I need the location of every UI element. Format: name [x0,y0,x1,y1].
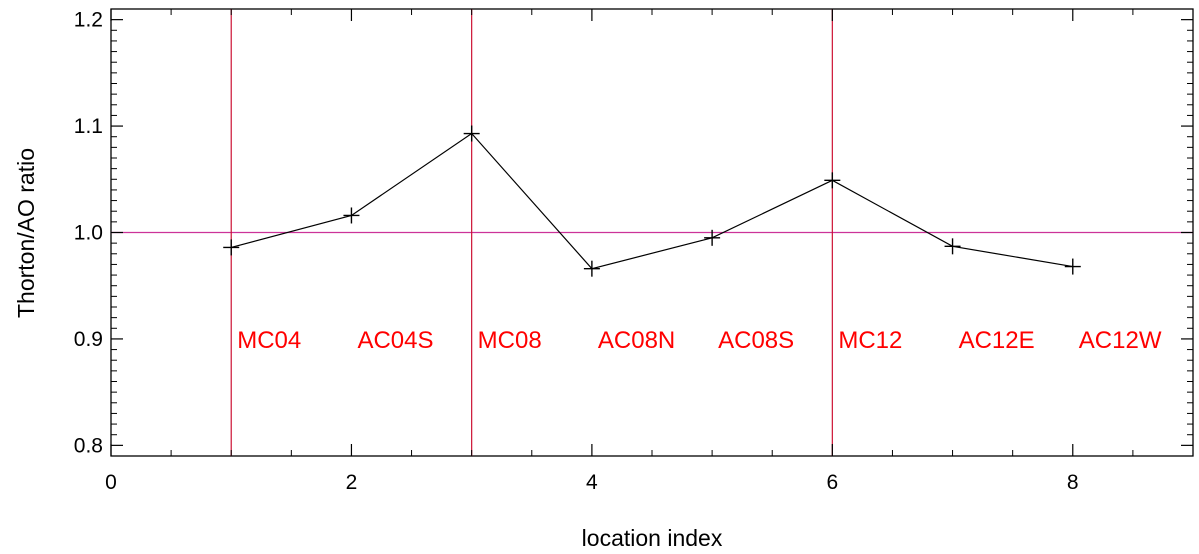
x-tick-label: 6 [826,471,838,494]
data-point-marker [583,260,600,277]
data-point-marker [223,239,240,256]
data-point-marker [704,229,721,246]
location-label: AC08N [598,327,675,354]
x-tick-label: 4 [586,471,598,494]
axis-ticks: 0 2 4 6 8 0.8 0.9 1.0 1.1 1.2 [74,8,1194,494]
data-series [223,125,1081,277]
location-label: AC12E [959,327,1035,354]
y-tick-label: 1.1 [74,115,103,138]
location-label: AC04S [357,327,433,354]
y-tick-label: 0.8 [74,434,103,457]
y-axis-title: Thorton/AO ratio [13,148,39,318]
data-point-marker [343,207,360,224]
location-label: AC08S [718,327,794,354]
data-point-marker [824,172,841,189]
data-point-marker [463,125,480,142]
location-label: MC04 [237,327,301,354]
location-label: AC12W [1079,327,1162,354]
x-axis-title: location index [582,525,723,551]
x-tick-label: 0 [105,471,117,494]
y-tick-label: 0.9 [74,328,103,351]
x-tick-label: 2 [346,471,358,494]
reference-lines [111,9,1193,456]
x-tick-label: 8 [1067,471,1079,494]
series-line [231,132,1073,270]
data-point-marker [1064,258,1081,275]
location-annotations: MC04 AC04S MC08 AC08N AC08S MC12 AC12E AC12W [237,327,1162,354]
location-label: MC08 [478,327,542,354]
y-tick-label: 1.0 [74,222,103,245]
location-label: MC12 [838,327,902,354]
y-tick-label: 1.2 [74,9,103,32]
data-point-marker [944,238,961,255]
